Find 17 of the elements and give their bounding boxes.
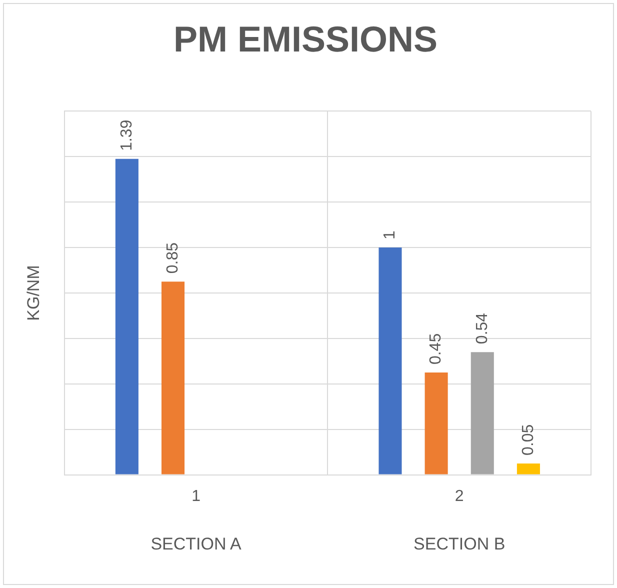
bar xyxy=(516,463,540,474)
y-axis-title: KG/NM xyxy=(24,265,43,321)
text: SECTION A xyxy=(150,534,242,554)
chart-title: PM EMISSIONS xyxy=(173,18,438,60)
data-label: 1 xyxy=(382,230,399,240)
data-label: 0.05 xyxy=(520,424,537,456)
x-tick-label: 2 xyxy=(454,488,464,505)
bar xyxy=(115,158,138,474)
bar xyxy=(378,248,402,474)
data-label: 0.45 xyxy=(428,333,445,365)
text: SECTION B xyxy=(414,534,506,554)
data-label: 0.54 xyxy=(474,312,491,344)
data-label: 0.85 xyxy=(164,242,182,274)
bar xyxy=(424,372,448,474)
bar xyxy=(470,352,494,474)
bar xyxy=(161,282,185,474)
data-label: 1.39 xyxy=(118,120,136,151)
